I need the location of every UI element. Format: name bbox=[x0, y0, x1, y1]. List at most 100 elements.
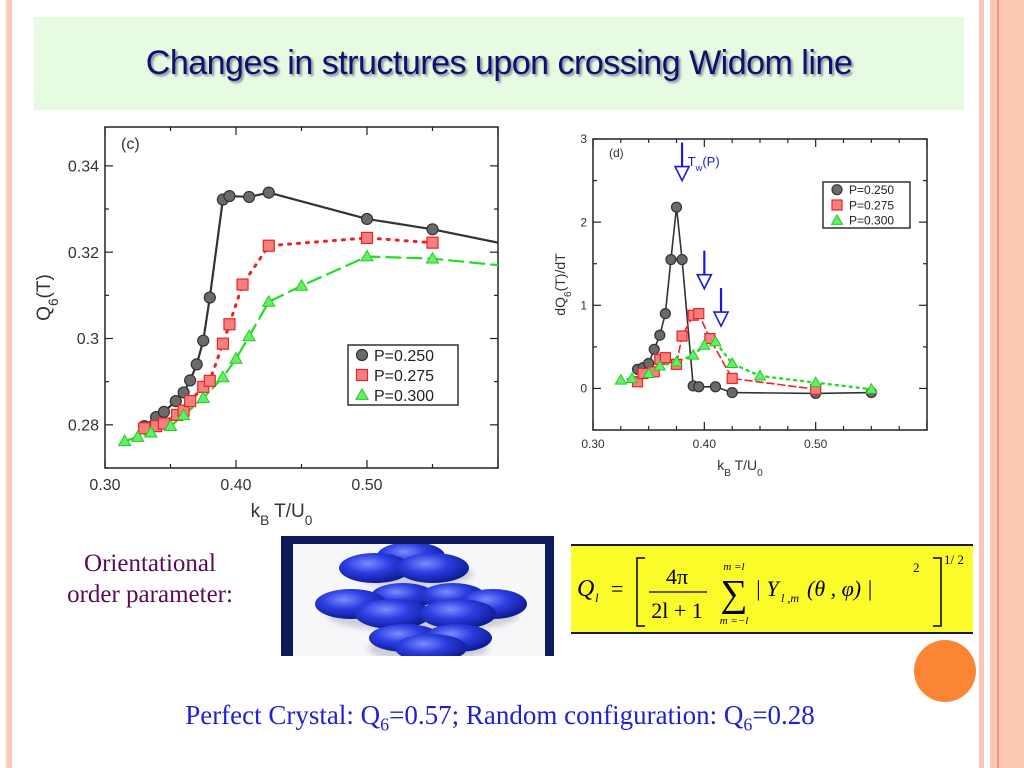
data-point-triangle bbox=[196, 391, 211, 403]
series-line-0300 bbox=[619, 340, 873, 391]
axis-label-text: k bbox=[251, 501, 261, 522]
data-point-square bbox=[223, 318, 236, 331]
axis-label-subscript: B bbox=[724, 468, 731, 479]
data-point-triangle bbox=[753, 369, 767, 381]
y-axis-label: Q6(T) bbox=[34, 274, 61, 321]
right-border-line bbox=[997, 0, 999, 768]
data-point-circle bbox=[355, 348, 369, 362]
bottom-text-part2: =0.57; Random configuration: Q bbox=[389, 700, 744, 730]
y-tick-label: 0.28 bbox=[68, 417, 99, 434]
data-point-triangle bbox=[830, 213, 844, 225]
y-tick-label: 3 bbox=[580, 132, 587, 146]
axis-label-text: dQ bbox=[552, 297, 568, 316]
formula-right-bracket bbox=[933, 557, 942, 627]
formula-power-outer: 1/ 2 bbox=[944, 552, 964, 567]
data-point-circle bbox=[190, 358, 203, 371]
axis-label-subscript: 0 bbox=[757, 468, 763, 479]
data-point-square bbox=[216, 337, 229, 350]
orientational-label-line1: Orientational bbox=[84, 550, 216, 577]
plot-series-group bbox=[117, 186, 498, 447]
legend-label: P=0.275 bbox=[849, 198, 894, 212]
axis-label-text: T bbox=[688, 154, 696, 169]
formula-svg: Q l = 4π 2l + 1 m =l ∑ m =−l | Y l ,m (θ… bbox=[577, 552, 964, 627]
data-point-triangle bbox=[697, 338, 711, 350]
right-border-band bbox=[990, 0, 1024, 768]
legend-label: P=0.275 bbox=[374, 368, 434, 385]
legend: P=0.250 P=0.275 P=0.300 bbox=[347, 344, 459, 406]
y-axis-label: dQ6(T)/dT bbox=[552, 253, 574, 316]
data-point-square bbox=[831, 199, 843, 211]
formula-sum-lower: m =−l bbox=[720, 615, 749, 627]
data-point-triangle bbox=[670, 355, 683, 367]
legend-label: P=0.300 bbox=[374, 388, 434, 405]
y-tick-label: 0.34 bbox=[68, 158, 99, 175]
order-parameter-formula: Q l = 4π 2l + 1 m =l ∑ m =−l | Y l ,m (θ… bbox=[571, 544, 973, 634]
data-point-square bbox=[726, 372, 738, 385]
data-point-circle bbox=[197, 334, 210, 347]
data-point-square bbox=[693, 308, 705, 320]
y-tick-label: 2 bbox=[580, 215, 587, 229]
formula-lhs-sub: l bbox=[595, 590, 599, 605]
series-line-0275 bbox=[142, 236, 434, 430]
data-point-circle bbox=[262, 186, 275, 199]
x-tick-label: 0.40 bbox=[693, 437, 717, 451]
ellipsoid bbox=[420, 599, 496, 629]
data-point-circle bbox=[693, 381, 705, 393]
bottom-text-part3: =0.28 bbox=[752, 700, 815, 730]
axis-label-subscript: 6 bbox=[563, 291, 574, 297]
data-point-triangle bbox=[242, 329, 257, 342]
orientational-order-label: Orientational order parameter: bbox=[30, 548, 270, 610]
ellipsoid bbox=[355, 599, 431, 629]
ellipsoid-image-inner bbox=[293, 544, 545, 656]
formula-lhs: Q bbox=[577, 576, 594, 602]
data-point-circle bbox=[726, 386, 738, 399]
data-point-circle bbox=[169, 394, 182, 408]
data-point-triangle bbox=[215, 370, 230, 383]
data-point-square bbox=[236, 278, 249, 291]
formula-term: | Y bbox=[755, 576, 782, 601]
ellipsoid bbox=[397, 553, 469, 583]
data-point-square bbox=[184, 394, 197, 408]
left-border-inner bbox=[5, 0, 7, 768]
data-point-triangle bbox=[130, 429, 145, 442]
data-point-circle bbox=[676, 253, 688, 266]
title-box: Changes in structures upon crossing Wido… bbox=[34, 17, 964, 110]
widom-arrow-head bbox=[712, 311, 730, 328]
data-point-square bbox=[676, 330, 688, 342]
axis-label-text: (T)/dT bbox=[552, 253, 568, 292]
legend-label: P=0.250 bbox=[849, 183, 894, 197]
y-tick-label: 1 bbox=[580, 298, 587, 312]
data-point-triangle bbox=[355, 387, 369, 400]
left-border-stripe bbox=[6, 0, 12, 768]
data-point-circle bbox=[831, 184, 843, 196]
data-point-circle bbox=[223, 189, 236, 203]
x-tick-label: 0.50 bbox=[804, 437, 828, 451]
ellipsoid-packing-image bbox=[281, 536, 554, 656]
x-axis-label: kB T/U0 bbox=[251, 501, 313, 528]
x-tick-label: 0.30 bbox=[581, 437, 605, 451]
formula-equals: = bbox=[611, 576, 623, 601]
plot-frame bbox=[104, 126, 499, 469]
axis-label-text: Q bbox=[34, 306, 55, 321]
axis-label-subscript: w bbox=[695, 163, 703, 173]
data-point-triangle bbox=[809, 376, 823, 388]
formula-term-sub: l ,m bbox=[781, 591, 799, 605]
widom-arrow-head bbox=[673, 165, 691, 183]
formula-sum-upper: m =l bbox=[723, 561, 744, 573]
data-point-triangle bbox=[686, 348, 700, 360]
axis-label-text: T/U bbox=[269, 501, 305, 522]
data-point-triangle bbox=[709, 335, 722, 347]
data-point-circle bbox=[360, 212, 374, 226]
data-point-circle bbox=[665, 253, 677, 266]
x-tick-label: 0.50 bbox=[351, 477, 382, 494]
panel-label: (d) bbox=[609, 146, 624, 160]
data-point-square bbox=[360, 231, 374, 245]
legend-label: P=0.250 bbox=[374, 348, 434, 365]
axis-label-text: T/U bbox=[731, 457, 757, 473]
axis-label-subscript: B bbox=[260, 513, 269, 528]
data-point-circle bbox=[654, 329, 666, 341]
data-point-square bbox=[262, 239, 275, 252]
formula-left-bracket bbox=[636, 557, 645, 627]
axis-label-text: (P) bbox=[702, 154, 719, 169]
